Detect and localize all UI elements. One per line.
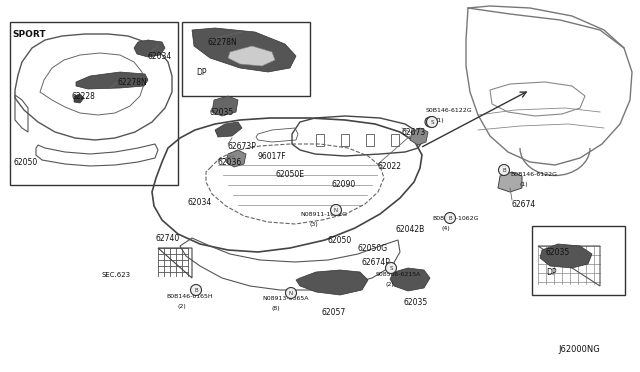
- Text: SEC.623: SEC.623: [102, 272, 131, 278]
- Text: 62035: 62035: [546, 248, 570, 257]
- Bar: [366, 134, 374, 146]
- Text: (1): (1): [436, 118, 445, 123]
- Text: 62674P: 62674P: [362, 258, 391, 267]
- PathPatch shape: [212, 96, 238, 116]
- PathPatch shape: [215, 122, 242, 137]
- PathPatch shape: [296, 270, 368, 295]
- Text: 62057: 62057: [322, 308, 346, 317]
- Text: DP: DP: [546, 268, 557, 277]
- Text: N08913-6365A: N08913-6365A: [262, 296, 308, 301]
- Text: S: S: [389, 266, 393, 271]
- Bar: [341, 134, 349, 146]
- Circle shape: [330, 205, 342, 215]
- Text: N: N: [289, 291, 293, 296]
- PathPatch shape: [410, 128, 428, 145]
- Text: S: S: [424, 119, 428, 124]
- Text: 62673P: 62673P: [228, 142, 257, 151]
- Text: S: S: [430, 120, 434, 125]
- Text: J62000NG: J62000NG: [558, 345, 600, 354]
- Bar: [182, 22, 310, 96]
- Circle shape: [426, 116, 438, 128]
- Text: SPORT: SPORT: [12, 30, 45, 39]
- Circle shape: [285, 288, 296, 298]
- Text: 62674: 62674: [512, 200, 536, 209]
- Text: 62050: 62050: [328, 236, 352, 245]
- Text: 96017F: 96017F: [258, 152, 287, 161]
- PathPatch shape: [192, 28, 296, 72]
- Circle shape: [385, 263, 397, 273]
- PathPatch shape: [390, 268, 430, 291]
- Text: 62022: 62022: [378, 162, 402, 171]
- Text: 62740: 62740: [156, 234, 180, 243]
- Text: (4): (4): [442, 226, 451, 231]
- Text: 62035: 62035: [210, 108, 234, 117]
- PathPatch shape: [540, 244, 592, 268]
- Text: 62673: 62673: [402, 128, 426, 137]
- Text: (8): (8): [272, 306, 280, 311]
- Text: N: N: [334, 208, 338, 213]
- Text: 62042B: 62042B: [396, 225, 425, 234]
- PathPatch shape: [76, 72, 148, 89]
- Text: 62050: 62050: [14, 158, 38, 167]
- Bar: [391, 134, 399, 146]
- Text: DP: DP: [196, 68, 207, 77]
- Text: 62228: 62228: [72, 92, 96, 101]
- Text: 62035: 62035: [404, 298, 428, 307]
- PathPatch shape: [228, 46, 275, 66]
- Text: B08911-1062G: B08911-1062G: [432, 216, 479, 221]
- Text: S08566-6215A: S08566-6215A: [376, 272, 421, 277]
- Text: B: B: [502, 168, 506, 173]
- PathPatch shape: [498, 172, 522, 192]
- PathPatch shape: [226, 150, 246, 167]
- Text: 62034: 62034: [188, 198, 212, 207]
- PathPatch shape: [134, 40, 165, 57]
- Text: (3): (3): [310, 222, 319, 227]
- Bar: [10, 22, 178, 185]
- Text: S0B146-6122G: S0B146-6122G: [426, 108, 472, 113]
- Text: B0B146-6165H: B0B146-6165H: [166, 294, 212, 299]
- Text: 62050E: 62050E: [276, 170, 305, 179]
- Text: 62036: 62036: [218, 158, 243, 167]
- Text: 62050G: 62050G: [358, 244, 388, 253]
- Text: (1): (1): [520, 182, 529, 187]
- Text: 62278N: 62278N: [208, 38, 237, 47]
- Text: 62034: 62034: [148, 52, 172, 61]
- Text: B0B146-6122G: B0B146-6122G: [510, 172, 557, 177]
- Text: B: B: [194, 288, 198, 293]
- Circle shape: [425, 117, 435, 127]
- Bar: [316, 134, 324, 146]
- Text: B: B: [448, 216, 452, 221]
- Circle shape: [191, 285, 202, 295]
- PathPatch shape: [74, 94, 84, 103]
- Circle shape: [499, 164, 509, 176]
- Text: 62090: 62090: [332, 180, 356, 189]
- Text: 62278N: 62278N: [118, 78, 148, 87]
- Circle shape: [445, 212, 456, 224]
- Text: (2): (2): [178, 304, 187, 309]
- Text: N08911-1062G: N08911-1062G: [300, 212, 347, 217]
- Bar: [532, 226, 625, 295]
- Text: (2): (2): [386, 282, 395, 287]
